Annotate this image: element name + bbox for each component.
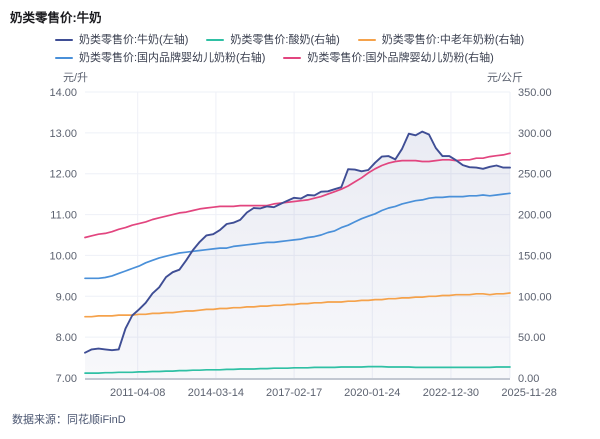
data-source-note: 数据来源：同花顺iFinD — [12, 414, 126, 426]
x-axis-tick-label: 2014-03-14 — [188, 387, 244, 399]
x-axis-tick-label: 2011-04-08 — [110, 387, 165, 399]
left-axis-tick-label: 13.00 — [49, 128, 77, 140]
x-axis-tick-label: 2022-12-30 — [423, 387, 479, 399]
series-line — [84, 130, 511, 354]
legend-item[interactable]: 奶类零售价:牛奶(左轴) — [55, 32, 188, 48]
left-axis-tick-label: 7.00 — [56, 373, 77, 385]
series-line — [84, 152, 511, 239]
series-line — [84, 365, 511, 374]
line-chart-canvas[interactable]: 14.00 13.00 12.00 11.00 10.00 9.00 8.00 7.00 350… — [0, 85, 600, 410]
legend-line-swatch-icon — [283, 56, 302, 60]
legend-item[interactable]: 奶类零售价:国内品牌婴幼儿奶粉(右轴) — [55, 50, 265, 66]
chart-plot-area[interactable]: 14.00 13.00 12.00 11.00 10.00 9.00 8.00 7.00 350… — [0, 85, 600, 410]
right-axis-tick-label: 350.00 — [518, 87, 552, 99]
legend-item-label: 奶类零售价:酸奶(右轴) — [230, 34, 340, 46]
right-axis-tick-label: 0.00 — [518, 373, 539, 385]
left-axis-unit-label: 元/升 — [63, 72, 89, 84]
left-axis-tick-label: 11.00 — [50, 210, 77, 222]
right-axis-tick-label: 300.00 — [518, 128, 552, 140]
left-axis-tick-label: 12.00 — [49, 169, 77, 181]
series-line — [84, 292, 511, 318]
legend-item-label: 奶类零售价:中老年奶粉(右轴) — [381, 34, 525, 46]
legend-item[interactable]: 奶类零售价:酸奶(右轴) — [206, 32, 340, 48]
legend-item-label: 奶类零售价:国内品牌婴幼儿奶粉(右轴) — [79, 52, 266, 64]
left-axis-tick-label: 10.00 — [49, 250, 77, 262]
left-axis-tick-label: 9.00 — [56, 291, 77, 303]
milk-series-area-fill — [85, 131, 510, 378]
legend-row-1: 奶类零售价:牛奶(左轴) 奶类零售价:酸奶(右轴) 奶类零售价:中老年奶粉(右轴) — [55, 31, 542, 49]
right-axis-tick-label: 50.00 — [518, 332, 546, 344]
left-axis-tick-label: 14.00 — [49, 87, 77, 99]
legend-line-swatch-icon — [206, 38, 225, 42]
left-axis-tick-label: 8.00 — [56, 332, 77, 344]
x-axis-tick-label: 2020-01-24 — [344, 387, 400, 399]
x-axis-tick-label: 2017-02-17 — [266, 387, 322, 399]
right-axis-unit-label: 元/公斤 — [487, 72, 524, 84]
legend-line-swatch-icon — [55, 56, 73, 60]
legend-row-2: 奶类零售价:国内品牌婴幼儿奶粉(右轴) 奶类零售价:国外品牌婴幼儿奶粉(右轴) — [55, 49, 542, 67]
legend-item[interactable]: 奶类零售价:中老年奶粉(右轴) — [357, 32, 525, 48]
right-axis-tick-label: 100.00 — [518, 291, 552, 303]
page-title: 奶类零售价:牛奶 — [10, 11, 102, 25]
legend-line-swatch-icon — [357, 38, 376, 42]
x-axis-tick-label: 2025-11-28 — [501, 387, 556, 399]
legend-item[interactable]: 奶类零售价:国外品牌婴幼儿奶粉(右轴) — [283, 50, 494, 66]
legend-line-swatch-icon — [55, 38, 73, 42]
series-line — [84, 192, 511, 280]
legend-item-label: 奶类零售价:国外品牌婴幼儿奶粉(右轴) — [307, 52, 494, 64]
right-axis-tick-label: 200.00 — [518, 210, 552, 222]
right-axis-tick-label: 250.00 — [518, 169, 552, 181]
legend-item-label: 奶类零售价:牛奶(左轴) — [79, 34, 189, 46]
right-axis-tick-label: 150.00 — [518, 250, 552, 262]
chart-legend: 奶类零售价:牛奶(左轴) 奶类零售价:酸奶(右轴) 奶类零售价:中老年奶粉(右轴) … — [55, 31, 542, 67]
